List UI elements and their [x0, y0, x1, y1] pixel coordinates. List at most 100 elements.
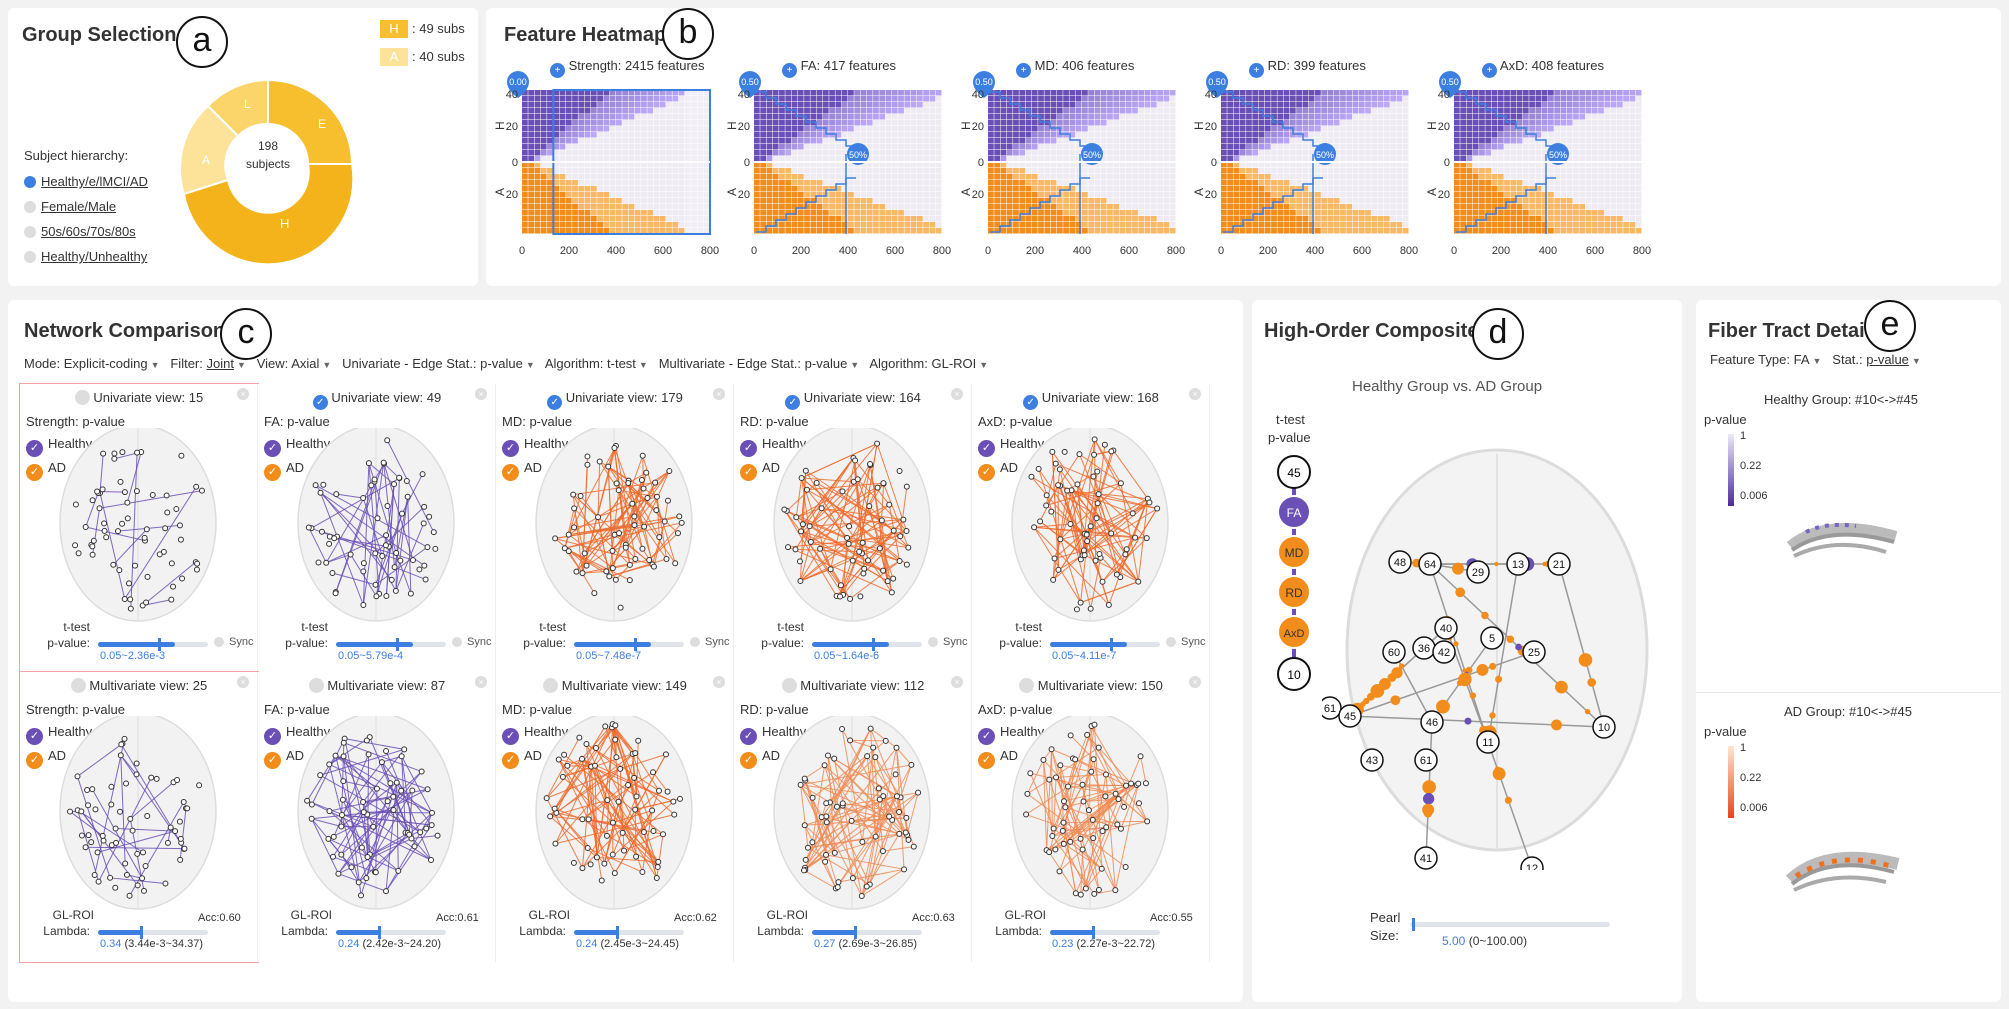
network-node[interactable]: [355, 879, 362, 886]
network-node[interactable]: [896, 467, 903, 474]
composite-node[interactable]: [1360, 748, 1384, 772]
network-node[interactable]: [901, 866, 908, 873]
unchecked-icon[interactable]: [543, 678, 559, 693]
network-node[interactable]: [678, 519, 685, 526]
pearl[interactable]: [1452, 562, 1465, 575]
brain-network-graph[interactable]: [28, 716, 248, 912]
mode-dropdown[interactable]: Explicit-coding ▼: [64, 356, 160, 371]
network-node[interactable]: [1052, 846, 1059, 853]
legend-a[interactable]: A: 40 subs: [380, 48, 465, 66]
network-node[interactable]: [604, 797, 611, 804]
network-node[interactable]: [1093, 515, 1100, 522]
composite-node[interactable]: [1414, 748, 1438, 772]
network-node[interactable]: [633, 793, 640, 800]
network-node[interactable]: [368, 482, 375, 489]
network-node[interactable]: [1077, 835, 1084, 842]
network-node[interactable]: [1083, 531, 1090, 538]
threshold-marker[interactable]: [847, 143, 869, 165]
network-node[interactable]: [180, 799, 187, 806]
network-node[interactable]: [428, 809, 435, 816]
network-node[interactable]: [88, 839, 95, 846]
network-node[interactable]: [1043, 492, 1050, 499]
network-node[interactable]: [113, 839, 120, 846]
network-node[interactable]: [1117, 480, 1124, 487]
network-node[interactable]: [799, 521, 806, 528]
network-node[interactable]: [650, 769, 657, 776]
network-node[interactable]: [141, 534, 148, 541]
heatmap-header[interactable]: + FA: 417 features: [782, 58, 896, 78]
network-node[interactable]: [902, 829, 909, 836]
add-icon[interactable]: +: [550, 63, 565, 78]
network-node[interactable]: [631, 513, 638, 520]
network-node[interactable]: [1103, 824, 1110, 831]
composite-node[interactable]: [1480, 626, 1504, 650]
network-node[interactable]: [378, 759, 385, 766]
network-node[interactable]: [903, 561, 910, 568]
network-node[interactable]: [903, 483, 910, 490]
network-node[interactable]: [417, 829, 424, 836]
network-node[interactable]: [1081, 552, 1088, 559]
network-node[interactable]: [1096, 550, 1103, 557]
pearl[interactable]: [1363, 697, 1370, 705]
network-node[interactable]: [674, 530, 681, 537]
close-icon[interactable]: ×: [951, 676, 963, 688]
network-node[interactable]: [1056, 868, 1063, 875]
network-node[interactable]: [358, 844, 365, 851]
network-node[interactable]: [428, 857, 435, 864]
network-node[interactable]: [129, 827, 136, 834]
close-icon[interactable]: ×: [237, 676, 249, 688]
network-node[interactable]: [1062, 804, 1069, 811]
network-node[interactable]: [596, 458, 603, 465]
network-node[interactable]: [409, 557, 416, 564]
network-node[interactable]: [365, 460, 372, 467]
network-node[interactable]: [384, 437, 391, 444]
network-node[interactable]: [1128, 780, 1135, 787]
network-node[interactable]: [1144, 818, 1151, 825]
composite-node[interactable]: [1592, 715, 1616, 739]
uni-algo-dropdown[interactable]: t-test ▼: [607, 356, 648, 371]
network-node[interactable]: [372, 581, 379, 588]
network-node[interactable]: [803, 486, 810, 493]
network-node[interactable]: [392, 587, 399, 594]
network-node[interactable]: [140, 849, 147, 856]
network-node[interactable]: [626, 561, 633, 568]
pin-marker-icon[interactable]: [1206, 71, 1228, 98]
network-node[interactable]: [598, 877, 605, 884]
network-node[interactable]: [1099, 828, 1106, 835]
network-node[interactable]: [1094, 468, 1101, 475]
network-node[interactable]: [370, 823, 377, 830]
network-node[interactable]: [119, 449, 126, 456]
network-node[interactable]: [662, 751, 669, 758]
pearl[interactable]: [1489, 712, 1496, 719]
network-node[interactable]: [543, 795, 550, 802]
network-node[interactable]: [177, 536, 184, 543]
network-node[interactable]: [671, 811, 678, 818]
network-node[interactable]: [880, 567, 887, 574]
network-node[interactable]: [380, 459, 387, 466]
network-node[interactable]: [876, 796, 883, 803]
network-node[interactable]: [320, 481, 327, 488]
composite-node[interactable]: [1547, 552, 1571, 576]
network-node[interactable]: [831, 755, 838, 762]
network-node[interactable]: [358, 892, 365, 899]
network-node[interactable]: [317, 772, 324, 779]
network-node[interactable]: [117, 752, 124, 759]
network-node[interactable]: [584, 845, 591, 852]
network-node[interactable]: [660, 831, 667, 838]
network-node[interactable]: [126, 892, 133, 899]
healthy-toggle[interactable]: ✓ Healthy: [502, 436, 568, 457]
network-node[interactable]: [879, 848, 886, 855]
view-header[interactable]: Multivariate view: 149: [496, 678, 734, 693]
hierarchy-option-3[interactable]: 50s/60s/70s/80s: [24, 224, 136, 239]
network-node[interactable]: [118, 741, 125, 748]
network-node[interactable]: [360, 568, 367, 575]
network-node[interactable]: [142, 863, 149, 870]
network-node[interactable]: [801, 775, 808, 782]
network-node[interactable]: [317, 489, 324, 496]
network-node[interactable]: [886, 501, 893, 508]
network-node[interactable]: [827, 566, 834, 573]
network-node[interactable]: [639, 869, 646, 876]
network-node[interactable]: [896, 558, 903, 565]
network-node[interactable]: [176, 522, 183, 529]
